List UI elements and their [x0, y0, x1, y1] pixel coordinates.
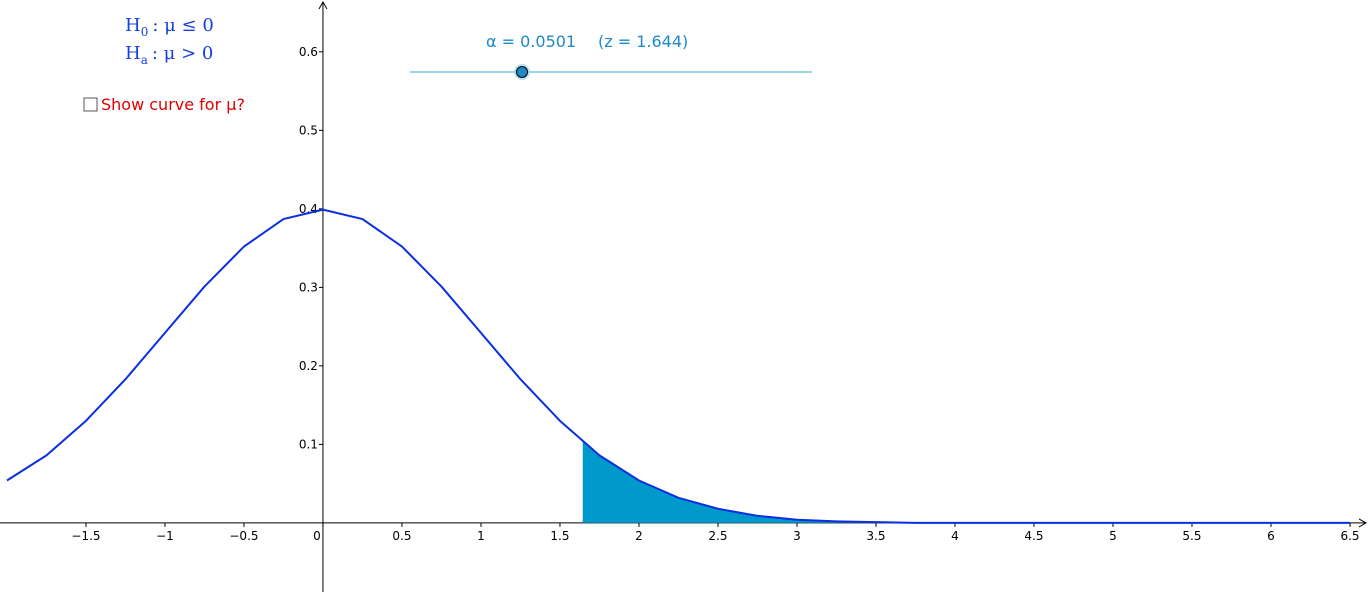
- x-tick-label: 6.5: [1340, 529, 1359, 543]
- x-tick-label: −1.5: [71, 529, 100, 543]
- x-tick-label: 4: [951, 529, 959, 543]
- rejection-region: [582, 440, 1350, 523]
- checkbox-label[interactable]: Show curve for μ?: [101, 95, 245, 114]
- x-tick-label: 1: [477, 529, 485, 543]
- checkbox[interactable]: [83, 97, 98, 112]
- z-label: (z = 1.644): [598, 32, 688, 51]
- y-tick-label: 0.1: [299, 437, 318, 451]
- x-tick-label: 1.5: [550, 529, 569, 543]
- x-tick-label: 2.5: [708, 529, 727, 543]
- x-tick-label: −0.5: [229, 529, 258, 543]
- slider-label: α = 0.0501: [486, 32, 576, 51]
- x-tick-label: 3.5: [866, 529, 885, 543]
- slider-knob[interactable]: [516, 66, 528, 78]
- x-tick-label: 0.5: [392, 529, 411, 543]
- x-axis-arrow: [1358, 518, 1368, 528]
- ha: Ha: μ > 0: [125, 43, 213, 67]
- curve: [6, 208, 1350, 524]
- y-tick-label: 0.2: [299, 359, 318, 373]
- y-tick-label: 0.6: [299, 45, 318, 59]
- h0: H0: μ ≤ 0: [125, 15, 214, 39]
- y-tick-label: 0.3: [299, 280, 318, 294]
- x-tick-label: 3: [793, 529, 801, 543]
- x-tick-label: −1: [156, 529, 174, 543]
- x-tick-label: 5: [1109, 529, 1117, 543]
- x-tick-label: 2: [635, 529, 643, 543]
- x-tick-label: 6: [1267, 529, 1275, 543]
- y-tick-label: 0.5: [299, 123, 318, 137]
- x-tick-label: 0: [313, 529, 321, 543]
- y-axis-arrow: [318, 0, 328, 10]
- x-tick-label: 4.5: [1024, 529, 1043, 543]
- x-tick-label: 5.5: [1182, 529, 1201, 543]
